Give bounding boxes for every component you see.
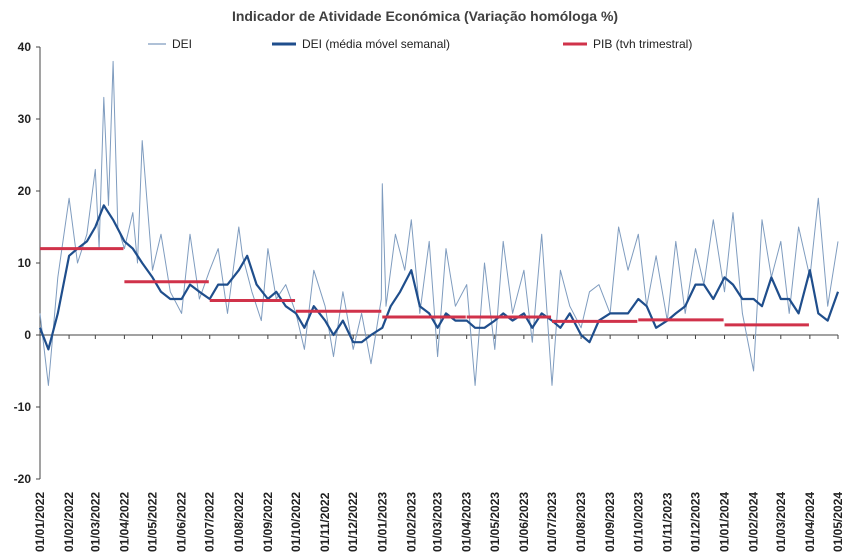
chart-title: Indicador de Atividade Económica (Variaç… — [231, 8, 619, 24]
y-tick-label: 0 — [24, 328, 31, 342]
legend-label: DEI — [172, 37, 192, 51]
x-tick-label: 01/01/2024 — [718, 492, 732, 552]
x-tick-label: 01/05/2022 — [146, 492, 160, 552]
x-tick-label: 01/04/2023 — [460, 492, 474, 552]
x-tick-label: 01/02/2022 — [62, 492, 76, 552]
series-layer — [38, 60, 840, 386]
axes: -20 -10 0 10 20 30 40 01/01/2022 01/02/2022 01/03… — [14, 40, 845, 552]
x-tick-label: 01/03/2023 — [431, 492, 445, 552]
y-tick-label: 40 — [18, 40, 32, 54]
x-tick-label: 01/11/2023 — [660, 492, 674, 552]
x-tick-label: 01/06/2023 — [517, 492, 531, 552]
x-tick-label: 01/10/2022 — [289, 492, 303, 552]
x-tick-label: 01/02/2024 — [747, 492, 761, 552]
x-tick-label: 01/12/2022 — [346, 492, 360, 552]
x-tick-label: 01/05/2024 — [831, 492, 845, 552]
legend-label: DEI (média móvel semanal) — [302, 37, 450, 51]
y-tick-label: -10 — [14, 400, 32, 414]
y-tick-label: -20 — [14, 472, 32, 486]
y-tick-label: 10 — [18, 256, 32, 270]
x-tick-label: 01/01/2023 — [375, 492, 389, 552]
series-dei-line — [39, 60, 839, 386]
x-tick-label: 01/01/2022 — [33, 492, 47, 552]
y-tick-label: 30 — [18, 112, 32, 126]
x-tick-label: 01/04/2022 — [117, 492, 131, 552]
x-tick-label: 01/07/2022 — [203, 492, 217, 552]
x-tick-label: 01/03/2022 — [88, 492, 102, 552]
x-tick-label: 01/09/2023 — [603, 492, 617, 552]
x-tick-label: 01/04/2024 — [803, 492, 817, 552]
x-tick-label: 01/08/2023 — [574, 492, 588, 552]
series-dei-moving-average-line — [38, 204, 840, 351]
x-tick-label: 01/06/2022 — [175, 492, 189, 552]
x-tick-label: 01/12/2023 — [688, 492, 702, 552]
y-tick-label: 20 — [18, 184, 32, 198]
x-tick-label: 01/09/2022 — [261, 492, 275, 552]
x-tick-label: 01/08/2022 — [232, 492, 246, 552]
legend: DEI DEI (média móvel semanal) PIB (tvh tri… — [148, 37, 692, 51]
x-tick-label: 01/11/2022 — [318, 492, 332, 552]
x-tick-label: 01/07/2023 — [545, 492, 559, 552]
x-tick-label: 01/02/2023 — [404, 492, 418, 552]
x-tick-label: 01/05/2023 — [488, 492, 502, 552]
x-tick-label: 01/03/2024 — [774, 492, 788, 552]
legend-label: PIB (tvh trimestral) — [593, 37, 692, 51]
x-tick-label: 01/10/2023 — [631, 492, 645, 552]
